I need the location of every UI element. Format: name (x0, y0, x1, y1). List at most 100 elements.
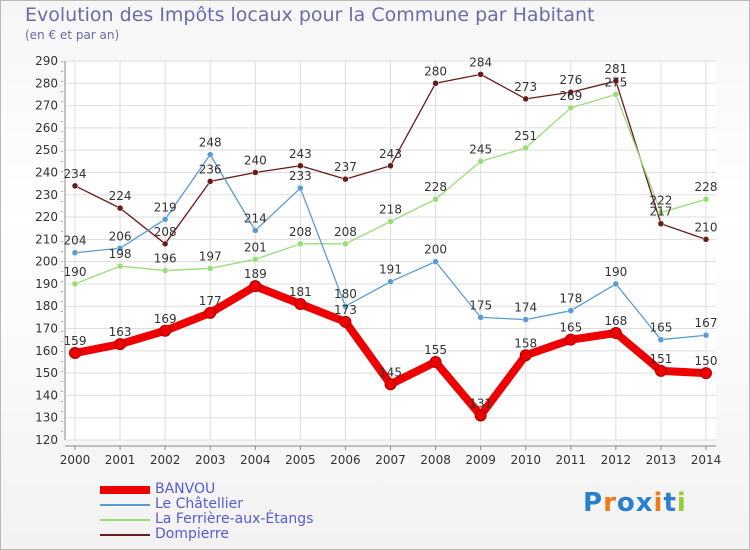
data-label: 219 (154, 200, 177, 214)
data-label: 165 (559, 321, 582, 335)
data-label: 280 (424, 64, 447, 78)
x-tick-label: 2005 (285, 453, 316, 467)
data-point (702, 331, 710, 339)
data-point (432, 258, 439, 265)
data-point (297, 162, 304, 170)
data-label: 197 (199, 249, 222, 263)
data-point (71, 249, 79, 256)
chart-subtitle: (en € et par an) (25, 28, 120, 42)
data-label: 228 (424, 180, 447, 194)
chart-title: Evolution des Impôts locaux pour la Comm… (25, 4, 595, 26)
legend-item-banvou: BANVOU (100, 482, 400, 497)
data-point (342, 175, 349, 183)
data-label: 208 (154, 225, 177, 239)
data-label: 206 (109, 229, 132, 243)
data-point (519, 349, 532, 362)
y-tick-label: 140 (35, 388, 58, 402)
data-label: 208 (289, 225, 312, 239)
data-label: 275 (604, 75, 627, 89)
data-label: 169 (154, 312, 177, 326)
data-label: 208 (334, 225, 357, 239)
data-point (69, 347, 81, 360)
logo-letter: r (603, 488, 617, 518)
data-point (657, 220, 665, 227)
data-point (522, 144, 529, 152)
x-tick-label: 2007 (375, 453, 406, 467)
data-point (702, 236, 710, 243)
x-tick-label: 2006 (330, 453, 361, 467)
legend-item-le-chatellier: Le Châtellier (100, 497, 400, 512)
data-label: 175 (469, 298, 492, 312)
data-label: 284 (469, 55, 492, 69)
data-point (522, 95, 529, 103)
data-point (161, 216, 169, 223)
data-label: 251 (514, 129, 537, 143)
data-label: 201 (244, 240, 267, 254)
data-point (384, 378, 397, 391)
legend-label: Le Châtellier (155, 496, 243, 512)
data-label: 174 (514, 301, 537, 315)
legend-item-dompierre: Dompierre (100, 527, 400, 542)
data-label: 168 (604, 314, 627, 328)
data-point (567, 88, 575, 96)
data-label: 181 (289, 285, 312, 299)
data-label: 245 (469, 142, 492, 156)
data-label: 190 (64, 265, 87, 279)
logo-letter: x (635, 488, 654, 518)
y-tick-label: 190 (35, 277, 58, 291)
data-label: 228 (695, 180, 718, 194)
data-label: 189 (244, 267, 267, 281)
data-label: 218 (379, 203, 402, 217)
y-tick-label: 280 (35, 76, 58, 90)
y-tick-label: 260 (35, 121, 58, 135)
x-tick-label: 2012 (601, 453, 632, 467)
data-label: 234 (64, 167, 87, 181)
logo-letter: o (616, 488, 636, 518)
data-label: 243 (379, 147, 402, 161)
data-point (116, 245, 124, 252)
data-label: 196 (154, 252, 177, 266)
data-point (522, 316, 529, 323)
data-label: 145 (379, 365, 402, 379)
data-point (252, 169, 259, 176)
y-tick-label: 150 (35, 366, 58, 380)
y-tick-label: 230 (35, 188, 58, 202)
data-label: 233 (289, 169, 312, 183)
x-tick-label: 2009 (465, 453, 496, 467)
y-tick-label: 250 (35, 143, 58, 157)
legend-label: La Ferrière-aux-Étangs (155, 511, 314, 527)
data-point (342, 302, 349, 310)
y-tick-label: 180 (35, 299, 58, 313)
data-label: 198 (109, 247, 132, 261)
data-point (609, 326, 622, 339)
data-label: 273 (514, 80, 537, 94)
data-label: 165 (649, 321, 672, 335)
x-tick-label: 2011 (556, 453, 587, 467)
x-tick-label: 2002 (150, 453, 181, 467)
data-point (159, 324, 172, 337)
data-label: 131 (469, 396, 492, 410)
y-tick-label: 120 (35, 433, 58, 447)
data-label: 269 (559, 89, 582, 103)
data-point (161, 240, 169, 248)
data-label: 214 (244, 211, 267, 225)
data-point (206, 178, 214, 185)
y-tick-label: 200 (35, 255, 58, 269)
legend-swatch (100, 504, 150, 506)
data-label: 276 (559, 73, 582, 87)
y-tick-label: 160 (35, 344, 58, 358)
data-point (297, 184, 304, 192)
data-label: 190 (604, 265, 627, 279)
data-point (567, 104, 575, 112)
data-point (249, 280, 262, 293)
x-tick-label: 2003 (195, 453, 226, 467)
data-label: 163 (109, 325, 132, 339)
data-point (429, 355, 442, 368)
data-label: 178 (559, 292, 582, 306)
y-tick-label: 210 (35, 232, 58, 246)
data-label: 243 (289, 147, 312, 161)
data-point (297, 240, 304, 248)
x-tick-label: 2013 (646, 453, 677, 467)
data-label: 191 (379, 263, 402, 277)
data-point (702, 195, 710, 203)
